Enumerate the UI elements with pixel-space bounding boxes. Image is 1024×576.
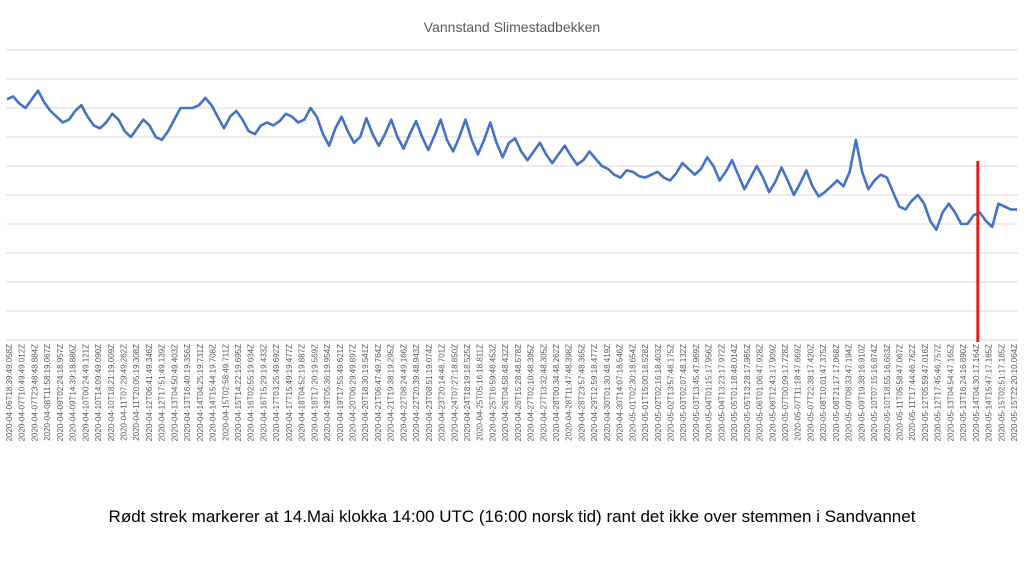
x-tick-label: 2020-04-14T04:25:19.731Z (196, 344, 205, 442)
x-tick-label: 2020-05-06T01:06:47.928Z (756, 344, 765, 442)
x-tick-label: 2020-04-15T14:22:19.695Z (234, 344, 243, 442)
x-tick-label: 2020-04-28T11:47:48.398Z (565, 344, 574, 441)
x-tick-label: 2020-05-13T16:24:16.890Z (959, 344, 968, 442)
x-tick-label: 2020-04-09T02:24:18.957Z (56, 344, 65, 442)
x-tick-label: 2020-04-08T11:58:19.067Z (43, 344, 52, 441)
x-tick-label: 2020-04-27T13:32:48.305Z (539, 344, 548, 442)
x-tick-label: 2020-04-24T18:19:18.525Z (463, 344, 472, 442)
x-tick-label: 2020-05-04T01:15:17.956Z (705, 344, 714, 442)
x-tick-label: 2020-05-11T05:58:47.067Z (896, 344, 905, 441)
x-tick-label: 2020-05-09T08:33:47.194Z (845, 344, 854, 442)
x-tick-label: 2020-05-07T00:09:17.728Z (781, 344, 790, 442)
x-tick-label: 2020-04-10T00:24:49.121Z (81, 344, 90, 442)
chart-title: Vannstand Slimestadbekken (423, 19, 601, 35)
x-tick-label: 2020-05-02T02:16:18.403Z (654, 344, 663, 442)
x-tick-label: 2020-04-10T18:21:19.009Z (107, 344, 116, 442)
x-tick-label: 2020-04-17T15:49:19.477Z (285, 344, 294, 442)
x-tick-label: 2020-05-06T12:43:17.909Z (768, 344, 777, 442)
gridlines (6, 49, 1018, 341)
x-tick-label: 2020-04-16T15:29:19.433Z (259, 344, 268, 442)
x-tick-label: 2020-04-14T15:44:19.708Z (209, 344, 218, 442)
x-tick-label: 2020-04-27T02:10:48.395Z (527, 344, 536, 442)
x-tick-label: 2020-05-14T15:47:17.185Z (985, 344, 994, 442)
x-tick-label: 2020-04-17T03:25:49.692Z (272, 344, 281, 442)
x-tick-label: 2020-05-03T13:45:47.969Z (692, 344, 701, 442)
x-tick-label: 2020-05-05T01:18:48.014Z (730, 344, 739, 442)
x-tick-label: 2020-05-03T02:07:48.132Z (679, 344, 688, 442)
x-tick-label: 2020-04-20T18:30:19.541Z (361, 344, 370, 442)
water-level-line (6, 89, 1017, 232)
x-tick-label: 2020-04-20T06:29:49.897Z (349, 344, 358, 442)
x-tick-label: 2020-05-12T17:45:46.757Z (934, 344, 943, 442)
chart-caption: Rødt strek markerer at 14.Mai klokka 14:… (108, 507, 916, 526)
x-tick-label: 2020-05-01T02:30:18.654Z (628, 344, 637, 442)
x-tick-label: 2020-04-07T23:48:48.884Z (30, 344, 39, 442)
x-tick-label: 2020-05-04T13:23:17.972Z (717, 344, 726, 442)
x-tick-label: 2020-05-15T22:20:10.064Z (1010, 344, 1019, 442)
x-tick-label: 2020-04-25T16:59:48.453Z (488, 344, 497, 442)
x-tick-label: 2020-05-02T13:57:48.175Z (667, 344, 676, 442)
x-tick-label: 2020-05-14T04:30:17.164Z (972, 344, 981, 442)
x-tick-label: 2020-04-13T04:50:49.403Z (170, 344, 179, 442)
x-tick-label: 2020-04-12T17:51:49.139Z (158, 344, 167, 442)
x-tick-label: 2020-04-22T20:39:48.943Z (412, 344, 421, 442)
x-tick-labels: 2020-04-06T18:39:49.058Z 2020-04-07T10:49… (5, 344, 1019, 442)
x-tick-label: 2020-04-07T10:49:49.012Z (18, 344, 27, 442)
x-tick-label: 2020-04-10T14:09:49.090Z (94, 344, 103, 442)
x-tick-label: 2020-04-22T08:24:49.166Z (399, 344, 408, 442)
x-tick-label: 2020-04-24T07:27:18.850Z (450, 344, 459, 442)
x-tick-label: 2020-04-18T04:52:19.887Z (298, 344, 307, 442)
x-tick-label: 2020-04-30T01:30:48.419Z (603, 344, 612, 442)
x-tick-label: 2020-05-15T02:51:17.185Z (997, 344, 1006, 442)
x-tick-label: 2020-05-09T19:38:16.910Z (857, 344, 866, 442)
x-tick-label: 2020-04-19T05:36:19.954Z (323, 344, 332, 442)
x-tick-label: 2020-04-28T23:57:48.365Z (578, 344, 587, 442)
x-tick-label: 2020-05-10T18:55:16.603Z (883, 344, 892, 442)
x-tick-label: 2020-04-19T17:55:49.621Z (336, 344, 345, 442)
x-tick-label: 2020-04-15T02:58:49.711Z (221, 344, 230, 441)
x-tick-label: 2020-04-28T00:34:48.262Z (552, 344, 561, 442)
x-tick-label: 2020-05-13T04:54:47.165Z (946, 344, 955, 442)
x-tick-label: 2020-04-12T06:41:49.346Z (145, 344, 154, 442)
x-tick-label: 2020-04-13T16:40:19.356Z (183, 344, 192, 442)
x-tick-label: 2020-04-16T02:55:19.634Z (247, 344, 256, 442)
x-tick-label: 2020-04-21T19:38:19.295Z (387, 344, 396, 442)
x-tick-label: 2020-05-01T15:00:18.528Z (641, 344, 650, 442)
x-tick-label: 2020-05-11T17:44:46.762Z (908, 344, 917, 441)
x-tick-label: 2020-05-08T10:01:47.375Z (819, 344, 828, 442)
x-tick-label: 2020-05-05T13:28:17.965Z (743, 344, 752, 442)
x-tick-label: 2020-04-25T05:16:18.811Z (476, 344, 485, 441)
x-tick-label: 2020-04-26T15:28:48.578Z (514, 344, 523, 442)
x-tick-label: 2020-04-09T14:39:18.886Z (69, 344, 78, 442)
x-tick-label: 2020-05-08T21:17:17.068Z (832, 344, 841, 442)
x-tick-label: 2020-04-26T04:58:48.432Z (501, 344, 510, 442)
x-tick-label: 2020-04-29T12:59:18.477Z (590, 344, 599, 442)
x-tick-label: 2020-04-06T18:39:49.058Z (5, 344, 14, 442)
x-tick-label: 2020-04-23T08:51:19.074Z (425, 344, 434, 442)
x-tick-label: 2020-04-11T07:29:49.262Z (120, 344, 129, 441)
x-tick-label: 2020-04-23T20:14:48.701Z (438, 344, 447, 442)
x-tick-label: 2020-04-30T14:07:18.546Z (616, 344, 625, 442)
x-tick-label: 2020-05-07T22:38:17.420Z (807, 344, 816, 442)
x-tick-label: 2020-05-07T11:18:47.669Z (794, 344, 803, 441)
x-tick-label: 2020-04-11T20:05:19.308Z (132, 344, 141, 441)
x-tick-label: 2020-04-18T17:20:19.569Z (310, 344, 319, 442)
x-tick-label: 2020-05-12T05:59:47.016Z (921, 344, 930, 442)
x-tick-label: 2020-04-21T06:47:49.764Z (374, 344, 383, 442)
x-tick-label: 2020-05-10T07:15:16.874Z (870, 344, 879, 442)
